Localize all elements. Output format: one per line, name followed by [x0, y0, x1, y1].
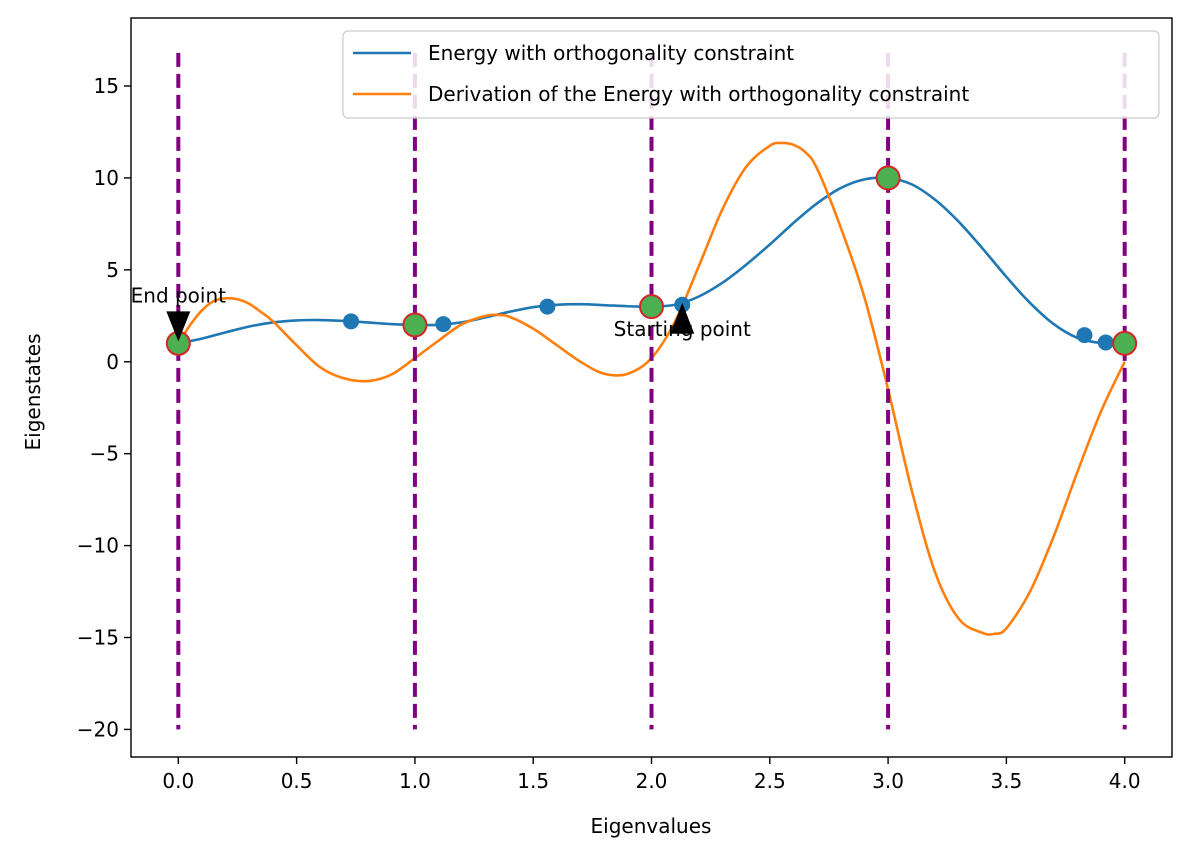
y-tick-label: 0 [106, 350, 119, 374]
legend-label-2: Derivation of the Energy with orthogonal… [428, 82, 969, 106]
x-tick-label: 2.5 [754, 769, 786, 793]
y-tick-label: 10 [94, 166, 119, 190]
scatter-point [1097, 334, 1114, 351]
y-tick-label: 15 [94, 74, 119, 98]
plot-area: End point Starting point 0.0 0.5 1.0 1.5 2.0 2.… [77, 17, 1173, 793]
highlight-point [639, 294, 664, 320]
legend-label-1: Energy with orthogonality constraint [428, 41, 794, 65]
y-tick-label: −5 [90, 442, 119, 466]
annotation-label-end: End point [131, 284, 227, 308]
highlight-point [402, 312, 428, 338]
legend-box [342, 30, 1160, 119]
scatter-point [343, 313, 360, 330]
y-tick-label: −10 [77, 534, 119, 558]
highlight-point [875, 165, 901, 191]
x-axis-label: Eigenvalues [591, 814, 712, 838]
legend: Energy with orthogonality constraint Deri… [342, 30, 1160, 119]
y-tick-label: −15 [77, 626, 119, 650]
highlight-point [1112, 330, 1138, 356]
y-tick-label: −20 [77, 717, 119, 741]
y-tick-label: 5 [106, 258, 119, 282]
annotation-arrow-head [166, 311, 191, 342]
scatter-point [539, 298, 556, 315]
x-tick-label: 3.0 [872, 769, 904, 793]
scatter-point [1076, 327, 1093, 344]
x-tick-label: 4.0 [1109, 769, 1141, 793]
annotation-label-start: Starting point [614, 317, 751, 341]
annotation-arrow-head [670, 302, 695, 334]
x-tick-label: 1.0 [399, 769, 431, 793]
data-layer [165, 52, 1138, 730]
x-tick-label: 3.5 [990, 769, 1022, 793]
scatter-point [435, 316, 452, 333]
series-line-2 [177, 141, 1126, 636]
x-tick-label: 1.5 [517, 769, 549, 793]
x-tick-label: 0.0 [162, 769, 194, 793]
x-tick-label: 0.5 [281, 769, 313, 793]
y-axis-label: Eigenstates [21, 334, 45, 451]
x-tick-label: 2.0 [636, 769, 668, 793]
